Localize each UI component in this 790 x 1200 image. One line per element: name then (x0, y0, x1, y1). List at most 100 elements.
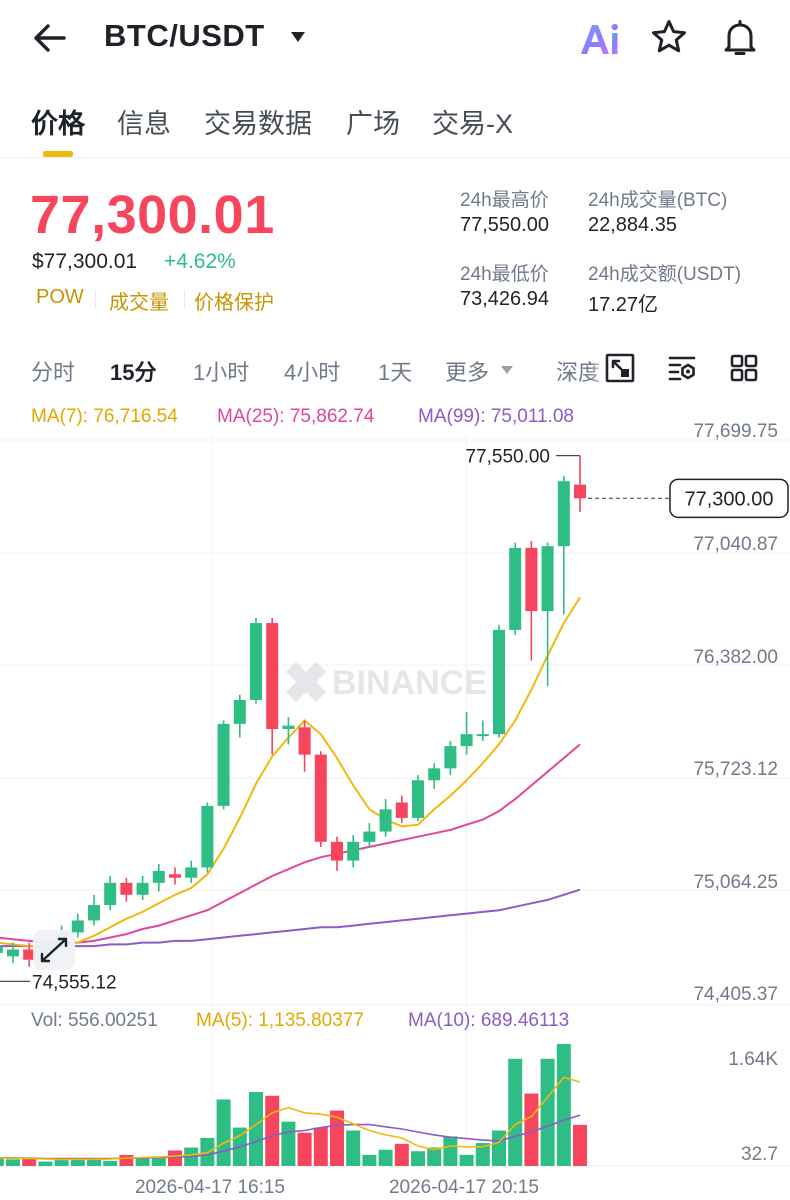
indicator-settings-icon[interactable] (666, 352, 698, 384)
chart-grid (0, 435, 790, 1170)
trading-pair-title[interactable]: BTC/USDT (104, 18, 265, 53)
candle (298, 727, 311, 755)
price-tick-label: 75,064.25 (693, 872, 778, 893)
volume-bar (394, 1143, 409, 1166)
fullscreen-chart-icon[interactable] (604, 352, 636, 384)
high-price-label: 77,550.00 (465, 447, 550, 468)
volume-bar (346, 1130, 361, 1166)
candle (395, 802, 408, 818)
tag-pow[interactable]: POW (36, 286, 84, 308)
candle (509, 547, 522, 630)
candle (88, 905, 100, 921)
caret-down-icon[interactable] (500, 365, 514, 375)
price-tick-label: 77,699.75 (693, 421, 778, 442)
candle (266, 623, 279, 730)
volume-bar (0, 1157, 4, 1166)
candle (331, 841, 343, 861)
price-tick-label: 77,040.87 (693, 534, 778, 555)
volume-bar (378, 1149, 393, 1166)
bell-icon[interactable] (720, 18, 760, 58)
volume-bar (508, 1058, 523, 1166)
stat-high-value: 77,550.00 (460, 214, 549, 236)
interval-time[interactable]: 分时 (31, 360, 76, 385)
candle (217, 723, 230, 806)
annotations: 77,300.00 77,550.00 74,555.12 (0, 447, 789, 993)
interval-15m[interactable]: 15分 (110, 360, 157, 385)
watermark-text: BINANCE (332, 664, 487, 702)
caret-down-icon[interactable] (290, 30, 306, 44)
top-bar: BTC/USDT (0, 0, 790, 78)
price-axis: 77,699.75 77,040.87 76,382.00 75,723.12 75,0… (693, 421, 778, 1005)
candle (428, 768, 441, 781)
candle (557, 481, 570, 547)
volume-bar (119, 1154, 134, 1166)
volume-tick-label: 1.64K (728, 1049, 778, 1070)
stat-vol-usdt-value: 17.27亿 (588, 294, 659, 316)
volume-legend: Vol: 556.00251 (31, 1010, 158, 1031)
candle (104, 882, 117, 906)
vol-ma5-line (0, 1076, 581, 1161)
volume-bar (540, 1058, 555, 1166)
candle (444, 746, 457, 769)
interval-1d[interactable]: 1天 (378, 360, 413, 385)
candle (363, 831, 376, 842)
interval-4h[interactable]: 4小时 (284, 360, 341, 385)
ma7-legend: MA(7): 76,716.54 (31, 406, 178, 427)
tab-square[interactable]: 广场 (346, 109, 400, 139)
tab-fade (590, 350, 610, 390)
candle (201, 805, 214, 868)
back-arrow-icon[interactable] (30, 20, 70, 56)
candle (574, 484, 586, 499)
volume-bar (6, 1159, 20, 1166)
candle (493, 629, 505, 735)
tab-trading-data[interactable]: 交易数据 (204, 109, 312, 139)
volume-bar (54, 1160, 69, 1166)
candles (0, 455, 586, 967)
watermark: BINANCE (286, 662, 487, 702)
ma25-legend: MA(25): 75,862.74 (217, 406, 375, 427)
last-price-label: 77,300.00 (685, 488, 774, 510)
candle (314, 754, 327, 842)
tag-volume[interactable]: 成交量 (109, 292, 169, 314)
tag-divider (95, 290, 96, 308)
candle (233, 699, 246, 724)
tag-divider (184, 290, 185, 308)
time-tick-label: 2026-04-17 20:15 (389, 1177, 539, 1198)
star-icon[interactable] (650, 18, 688, 56)
volume-bar (168, 1150, 182, 1166)
volume-ma-lines: 1.64K 32.7 (0, 1049, 778, 1165)
candle (71, 920, 84, 933)
usd-price: $77,300.01 (32, 250, 138, 273)
ma99-legend: MA(99): 75,011.08 (418, 406, 574, 427)
interval-more[interactable]: 更多 (445, 360, 490, 385)
candlestick-chart[interactable]: BINANCE 77,699.75 77,040.87 76,382.00 75,72… (0, 398, 790, 1200)
volume-bar (443, 1136, 458, 1166)
ai-icon[interactable] (578, 20, 622, 58)
candle (282, 725, 295, 730)
volume-bar (249, 1092, 263, 1166)
binance-logo-icon (286, 662, 326, 702)
candle (7, 949, 19, 957)
volume-tick-label: 32.7 (741, 1144, 778, 1165)
interval-1h[interactable]: 1小时 (193, 360, 250, 385)
tab-trade-x[interactable]: 交易-X (432, 109, 513, 139)
ma25-line (0, 743, 581, 944)
price-tick-label: 75,723.12 (693, 759, 778, 780)
grid-layout-icon[interactable] (728, 352, 760, 384)
tag-price-protection[interactable]: 价格保护 (194, 292, 274, 314)
vol-ma5-legend: MA(5): 1,135.80377 (196, 1010, 364, 1031)
time-tick-label: 2026-04-17 16:15 (135, 1177, 285, 1198)
tab-info[interactable]: 信息 (117, 109, 171, 139)
candle (541, 546, 554, 612)
last-price-badge (669, 478, 789, 519)
volume-bars (0, 1044, 587, 1166)
price-tick-label: 76,382.00 (693, 647, 778, 668)
expand-chart-button[interactable] (33, 930, 75, 970)
volume-bar (313, 1127, 328, 1166)
tab-price[interactable]: 价格 (31, 109, 85, 139)
volume-bar (556, 1044, 571, 1166)
volume-bar (103, 1160, 118, 1166)
section-tabs: 价格 信息 交易数据 广场 交易-X (0, 96, 790, 158)
price-tick-label: 74,405.37 (693, 984, 778, 1005)
volume-bar (281, 1121, 296, 1166)
